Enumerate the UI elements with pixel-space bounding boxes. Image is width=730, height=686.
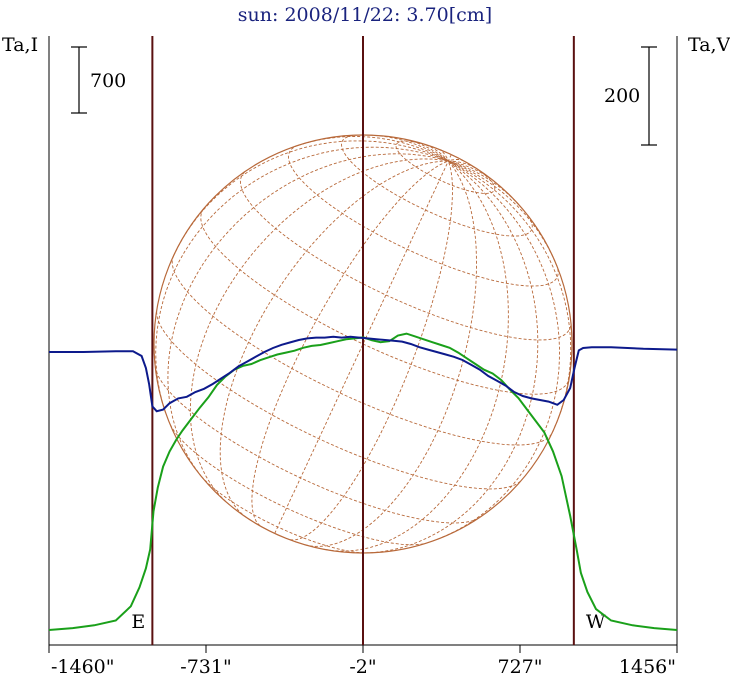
latitude-line	[200, 208, 570, 395]
y-axis-label-right: Ta,V	[688, 34, 730, 56]
longitude-line	[437, 160, 560, 540]
longitude-line	[448, 160, 476, 169]
x-tick-label: -731"	[180, 656, 231, 678]
latitude-line	[169, 424, 426, 546]
series-layer	[48, 332, 678, 631]
longitude-line	[448, 159, 464, 162]
longitude-line	[297, 136, 449, 162]
longitude-line	[167, 153, 449, 477]
series-line-stokes_v	[49, 335, 678, 413]
longitude-line	[448, 160, 520, 205]
x-tick-label: 1456"	[619, 656, 676, 678]
chart-title: sun: 2008/11/22: 3.70[cm]	[238, 4, 492, 26]
longitude-line	[173, 140, 449, 256]
longitude-line	[274, 160, 449, 534]
longitude-line	[365, 160, 539, 554]
latitude-line	[171, 255, 553, 446]
latitude-line	[156, 311, 521, 490]
longitude-line	[448, 160, 491, 179]
x-axis-ticks: -1460" -731" -2" 727" 1456"	[48, 645, 678, 678]
latitude-line	[239, 171, 572, 341]
longitude-line	[219, 160, 449, 518]
latitude-line	[395, 140, 496, 194]
scale-label-left: 700	[90, 70, 126, 92]
longitude-line	[448, 160, 558, 267]
longitude-line	[369, 134, 449, 162]
solar-disk-grid	[153, 134, 573, 554]
longitude-line	[425, 144, 449, 162]
longitude-line	[325, 160, 509, 552]
series-line-stokes_i	[48, 332, 678, 631]
x-tick-label: -1460"	[51, 656, 115, 678]
scale-label-right: 200	[604, 85, 640, 107]
longitude-line	[438, 148, 449, 162]
longitude-line	[189, 158, 449, 506]
x-tick-label: -2"	[349, 656, 376, 678]
marker-label-west-limb: W	[586, 611, 606, 633]
longitude-line	[448, 160, 572, 433]
longitude-line	[407, 139, 449, 162]
y-axis-label-left: Ta,I	[2, 34, 38, 56]
longitude-line	[155, 146, 449, 413]
longitude-line	[251, 160, 449, 526]
longitude-line	[447, 154, 452, 162]
longitude-line	[290, 160, 453, 541]
x-tick-label: 727"	[497, 656, 542, 678]
latitude-line	[287, 144, 559, 287]
marker-label-east-limb: E	[131, 611, 145, 633]
scale-bars: 700 200	[71, 46, 657, 146]
